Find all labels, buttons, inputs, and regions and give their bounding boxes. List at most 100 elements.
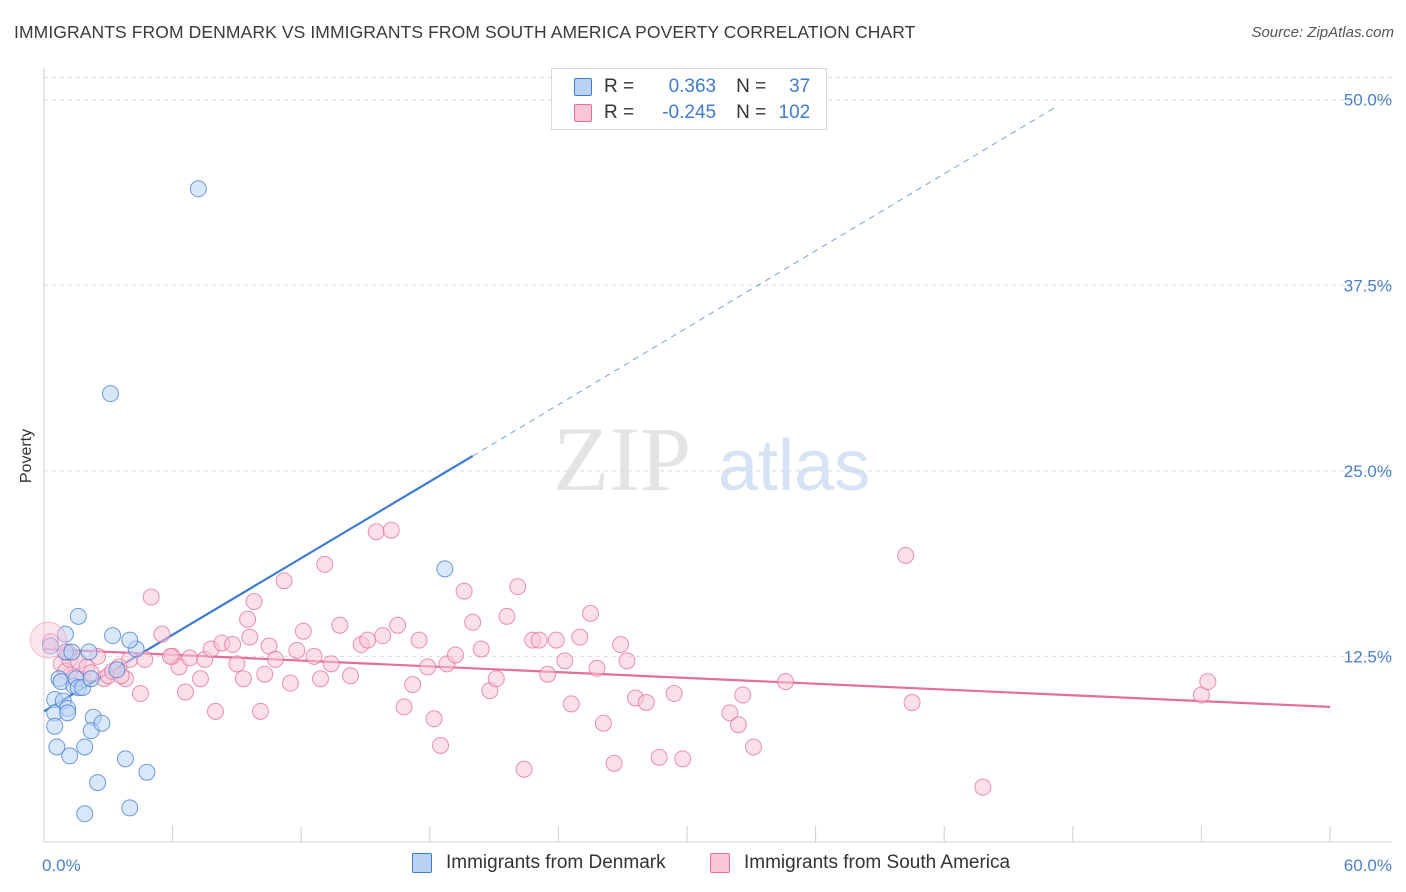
data-point-denmark bbox=[69, 607, 87, 625]
data-point-denmark bbox=[89, 774, 107, 792]
legend-denmark-swatch bbox=[412, 853, 432, 873]
data-point-south-america bbox=[777, 673, 795, 691]
data-point-south-america bbox=[142, 588, 160, 606]
data-point-south-america bbox=[404, 676, 422, 694]
data-point-denmark bbox=[104, 627, 122, 645]
data-point-south-america bbox=[322, 655, 340, 673]
data-point-south-america bbox=[311, 670, 329, 688]
data-point-south-america bbox=[605, 754, 623, 772]
legend-denmark-label: Immigrants from Denmark bbox=[446, 852, 666, 873]
data-point-south-america bbox=[294, 622, 312, 640]
data-point-south-america bbox=[316, 555, 334, 573]
watermark-atlas: atlas bbox=[718, 426, 870, 506]
trend-line-denmark-extension bbox=[472, 106, 1056, 457]
data-point-south-america bbox=[331, 616, 349, 634]
n-label: N = bbox=[736, 76, 767, 97]
data-point-south-america bbox=[241, 628, 259, 646]
y-tick-label: 25.0% bbox=[1344, 462, 1392, 481]
data-point-denmark bbox=[76, 738, 94, 756]
y-tick-label: 37.5% bbox=[1344, 276, 1392, 295]
data-point-south-america bbox=[487, 670, 505, 688]
data-point-south-america bbox=[464, 613, 482, 631]
data-point-denmark bbox=[93, 714, 111, 732]
data-point-south-america bbox=[410, 631, 428, 649]
data-point-south-america bbox=[367, 523, 385, 541]
data-point-south-america bbox=[472, 640, 490, 658]
data-point-south-america bbox=[515, 760, 533, 778]
data-point-denmark bbox=[80, 643, 98, 661]
y-tick-label: 12.5% bbox=[1344, 647, 1392, 666]
data-point-denmark bbox=[116, 750, 134, 768]
chart-title: IMMIGRANTS FROM DENMARK VS IMMIGRANTS FR… bbox=[14, 22, 916, 42]
data-point-denmark bbox=[46, 717, 64, 735]
x-tick-label: 0.0% bbox=[42, 856, 81, 875]
data-point-south-america bbox=[239, 610, 257, 628]
data-point-denmark bbox=[61, 747, 79, 765]
data-point-south-america bbox=[341, 667, 359, 685]
legend-item-denmark: Immigrants from Denmark bbox=[412, 852, 666, 874]
data-point-denmark bbox=[48, 738, 66, 756]
data-point-denmark bbox=[121, 631, 139, 649]
data-point-south-america bbox=[389, 616, 407, 634]
data-point-south-america bbox=[374, 627, 392, 645]
r-label: R = bbox=[604, 102, 635, 123]
data-point-south-america bbox=[251, 702, 269, 720]
data-point-denmark bbox=[41, 637, 59, 655]
data-point-south-america bbox=[288, 641, 306, 659]
data-point-south-america bbox=[425, 710, 443, 728]
data-point-south-america bbox=[234, 670, 252, 688]
south-america-swatch bbox=[574, 104, 592, 122]
r-value-south-america: -0.245 bbox=[662, 102, 717, 123]
data-point-denmark bbox=[63, 643, 81, 661]
data-point-south-america bbox=[305, 647, 323, 665]
data-point-south-america bbox=[191, 670, 209, 688]
data-point-south-america bbox=[131, 685, 149, 703]
data-point-south-america bbox=[556, 652, 574, 670]
data-point-south-america bbox=[729, 716, 747, 734]
data-point-south-america bbox=[359, 631, 377, 649]
data-point-denmark bbox=[121, 799, 139, 817]
data-point-south-america bbox=[582, 604, 600, 622]
data-point-south-america bbox=[395, 698, 413, 716]
stats-row-denmark: R = 0.363 N = 37 bbox=[574, 75, 810, 99]
data-point-south-america bbox=[594, 714, 612, 732]
watermark-zip: ZIP bbox=[553, 408, 691, 510]
r-value-denmark: 0.363 bbox=[668, 76, 717, 97]
stats-box: R = 0.363 N = 37 R = -0.245 N = 102 bbox=[551, 68, 827, 130]
data-point-south-america bbox=[382, 521, 400, 539]
data-points bbox=[29, 180, 1217, 823]
data-point-south-america bbox=[228, 655, 246, 673]
data-point-denmark bbox=[76, 805, 94, 823]
data-point-denmark bbox=[56, 625, 74, 643]
data-point-south-america bbox=[974, 778, 992, 796]
data-point-south-america bbox=[903, 693, 921, 711]
data-point-south-america bbox=[588, 659, 606, 677]
data-point-south-america bbox=[161, 647, 179, 665]
data-point-south-america bbox=[1199, 673, 1217, 691]
data-point-south-america bbox=[530, 631, 548, 649]
data-point-south-america bbox=[153, 625, 171, 643]
data-point-south-america bbox=[509, 578, 527, 596]
data-point-south-america bbox=[539, 665, 557, 683]
data-point-south-america bbox=[721, 704, 739, 722]
data-point-south-america bbox=[275, 572, 293, 590]
data-point-south-america bbox=[181, 649, 199, 667]
tick-labels: 12.5% 25.0% 37.5% 50.0% 0.0% 60.0% bbox=[42, 91, 1392, 875]
data-point-south-america bbox=[612, 636, 630, 654]
data-point-south-america bbox=[281, 674, 299, 692]
data-point-denmark bbox=[108, 661, 126, 679]
r-label: R = bbox=[604, 76, 635, 97]
source-label: Source: ZipAtlas.com bbox=[1251, 24, 1394, 41]
data-point-denmark bbox=[59, 704, 77, 722]
legend-item-south-america: Immigrants from South America bbox=[710, 852, 1010, 874]
axes bbox=[43, 68, 1392, 843]
n-value-denmark: 37 bbox=[789, 76, 811, 97]
data-point-denmark bbox=[101, 385, 119, 403]
n-value-south-america: 102 bbox=[778, 102, 811, 123]
gridlines bbox=[44, 76, 1392, 657]
legend-south-america-swatch bbox=[710, 853, 730, 873]
data-point-south-america bbox=[176, 683, 194, 701]
data-point-south-america bbox=[650, 748, 668, 766]
data-point-south-america bbox=[498, 607, 516, 625]
